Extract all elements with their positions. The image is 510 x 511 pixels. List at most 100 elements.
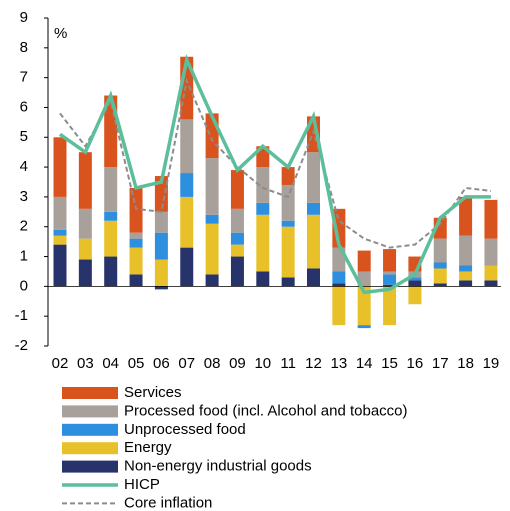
legend-swatch: [62, 387, 118, 399]
bar-segment: [281, 220, 295, 227]
x-tick-label: 05: [128, 355, 145, 372]
bar-segment: [383, 284, 397, 287]
bar-segment: [154, 259, 168, 287]
legend-label: HICP: [124, 476, 160, 493]
bar-segment: [53, 229, 67, 236]
bar-segment: [307, 152, 320, 203]
y-tick-label: 5: [20, 128, 28, 145]
legend-swatch: [62, 460, 118, 473]
bar-segment: [53, 235, 67, 245]
bar-segment: [129, 238, 143, 248]
series-line: [58, 54, 491, 295]
bar-segment: [459, 271, 473, 281]
bar-segment: [459, 265, 473, 272]
y-tick-label: 9: [20, 9, 28, 26]
legend-label: Non-energy industrial goods: [124, 458, 312, 475]
bar-segment: [78, 208, 92, 239]
bar-segment: [281, 226, 295, 278]
bar-segment: [180, 196, 194, 248]
bar-segment: [180, 173, 194, 197]
bar-segment: [433, 262, 447, 269]
bar-segment: [484, 265, 498, 281]
x-tick-label: 17: [432, 355, 449, 372]
bar-segment: [256, 167, 270, 203]
x-tick-label: 14: [356, 355, 373, 372]
legend-label: Services: [124, 384, 182, 401]
x-tick-label: 03: [77, 355, 94, 372]
bar-segment: [256, 271, 270, 287]
bar-segment: [129, 247, 143, 275]
bar-segment: [307, 214, 320, 269]
bar-segment: [205, 274, 219, 287]
bar-segment: [484, 238, 498, 266]
bar-segment: [53, 244, 67, 287]
bar-segment: [332, 271, 346, 284]
x-tick-label: 19: [483, 355, 500, 372]
bar-segment: [332, 208, 346, 248]
legend-swatch: [62, 442, 118, 455]
x-tick-label: 11: [280, 355, 296, 372]
x-tick-label: 07: [178, 355, 195, 372]
bar-segment: [484, 280, 498, 287]
y-unit: %: [54, 25, 67, 42]
bar-segment: [459, 196, 473, 236]
y-tick-label: 7: [20, 69, 28, 86]
bar-segment: [459, 235, 473, 266]
y-tick-label: 0: [20, 277, 28, 294]
bar-segment: [230, 232, 244, 245]
series-line: [59, 77, 492, 249]
x-tick-label: 10: [254, 355, 271, 372]
legend-swatch: [62, 405, 118, 418]
legend-label: Unprocessed food: [124, 421, 246, 438]
bar-segment: [78, 238, 92, 260]
bar-segment: [53, 137, 67, 197]
bar-segment: [307, 202, 320, 215]
bar-segment: [104, 211, 118, 221]
bar-segment: [357, 250, 371, 272]
bar-segment: [104, 220, 118, 257]
bar-segment: [129, 274, 143, 287]
y-tick-label: -1: [15, 307, 28, 324]
bar-segment: [408, 277, 422, 281]
x-tick-label: 09: [229, 355, 246, 372]
bar-segment: [154, 176, 168, 212]
bar-segment: [307, 268, 320, 287]
bar-segment: [281, 184, 295, 221]
bar-segment: [408, 286, 422, 305]
bar-segment: [205, 158, 219, 215]
bar-segment: [281, 277, 295, 287]
bar-segment: [433, 283, 447, 287]
bar-segment: [459, 280, 473, 287]
bar-segment: [78, 152, 92, 209]
y-tick-label: 2: [20, 218, 28, 235]
bar-segment: [104, 167, 118, 212]
x-tick-label: 04: [102, 355, 119, 372]
x-tick-label: 16: [407, 355, 424, 372]
x-tick-label: 15: [381, 355, 398, 372]
bar-segment: [129, 187, 143, 233]
x-tick-label: 06: [153, 355, 170, 372]
bar-segment: [180, 119, 194, 174]
bar-segment: [383, 271, 397, 275]
bar-segment: [256, 202, 270, 215]
x-tick-label: 08: [204, 355, 221, 372]
bar-segment: [383, 249, 397, 272]
bar-segment: [230, 244, 244, 257]
bar-segment: [484, 199, 498, 239]
legend-label: Core inflation: [124, 494, 212, 511]
bar-segment: [154, 211, 168, 233]
x-tick-label: 18: [457, 355, 474, 372]
bar-segment: [104, 256, 118, 287]
x-tick-label: 13: [331, 355, 348, 372]
y-tick-label: 8: [20, 39, 28, 56]
bar-segment: [154, 286, 168, 290]
bar-segment: [408, 280, 422, 287]
bar-segment: [383, 286, 397, 326]
bar-segment: [230, 256, 244, 287]
legend-label: Processed food (incl. Alcohol and tobacc…: [124, 402, 408, 419]
bar-segment: [205, 223, 219, 275]
bar-segment: [332, 283, 346, 287]
bar-segment: [154, 232, 168, 260]
bar-segment: [230, 170, 244, 209]
